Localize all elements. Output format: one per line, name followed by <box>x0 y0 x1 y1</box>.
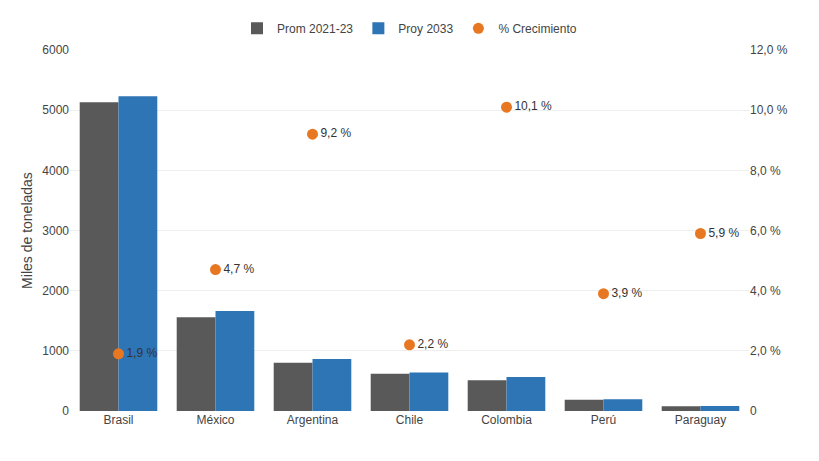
svg-text:12,0 %: 12,0 % <box>750 43 788 57</box>
svg-text:Brasil: Brasil <box>103 413 133 427</box>
svg-text:1000: 1000 <box>42 344 69 358</box>
svg-text:2,0 %: 2,0 % <box>750 344 781 358</box>
svg-text:Perú: Perú <box>591 413 616 427</box>
svg-text:Miles de toneladas: Miles de toneladas <box>19 172 35 289</box>
svg-text:2000: 2000 <box>42 284 69 298</box>
svg-text:3,9 %: 3,9 % <box>611 286 642 300</box>
svg-text:México: México <box>196 413 234 427</box>
svg-text:0: 0 <box>62 404 69 418</box>
svg-text:% Crecimiento: % Crecimiento <box>498 22 576 36</box>
svg-text:5000: 5000 <box>42 103 69 117</box>
svg-text:10,1 %: 10,1 % <box>514 99 552 113</box>
svg-text:Chile: Chile <box>396 413 424 427</box>
svg-text:9,2 %: 9,2 % <box>320 126 351 140</box>
svg-text:Prom 2021-23: Prom 2021-23 <box>277 22 353 36</box>
svg-text:Colombia: Colombia <box>481 413 532 427</box>
svg-text:5,9 %: 5,9 % <box>708 226 739 240</box>
svg-text:6000: 6000 <box>42 43 69 57</box>
svg-text:4,7 %: 4,7 % <box>223 262 254 276</box>
svg-text:Proy 2033: Proy 2033 <box>398 22 453 36</box>
svg-text:6,0 %: 6,0 % <box>750 224 781 238</box>
svg-text:8,0 %: 8,0 % <box>750 164 781 178</box>
svg-text:2,2 %: 2,2 % <box>417 337 448 351</box>
svg-text:3000: 3000 <box>42 224 69 238</box>
svg-text:Paraguay: Paraguay <box>675 413 726 427</box>
svg-text:4000: 4000 <box>42 164 69 178</box>
svg-text:Argentina: Argentina <box>287 413 339 427</box>
svg-text:10,0 %: 10,0 % <box>750 103 788 117</box>
svg-text:4,0 %: 4,0 % <box>750 284 781 298</box>
svg-text:0: 0 <box>750 404 757 418</box>
svg-text:1,9 %: 1,9 % <box>126 346 157 360</box>
